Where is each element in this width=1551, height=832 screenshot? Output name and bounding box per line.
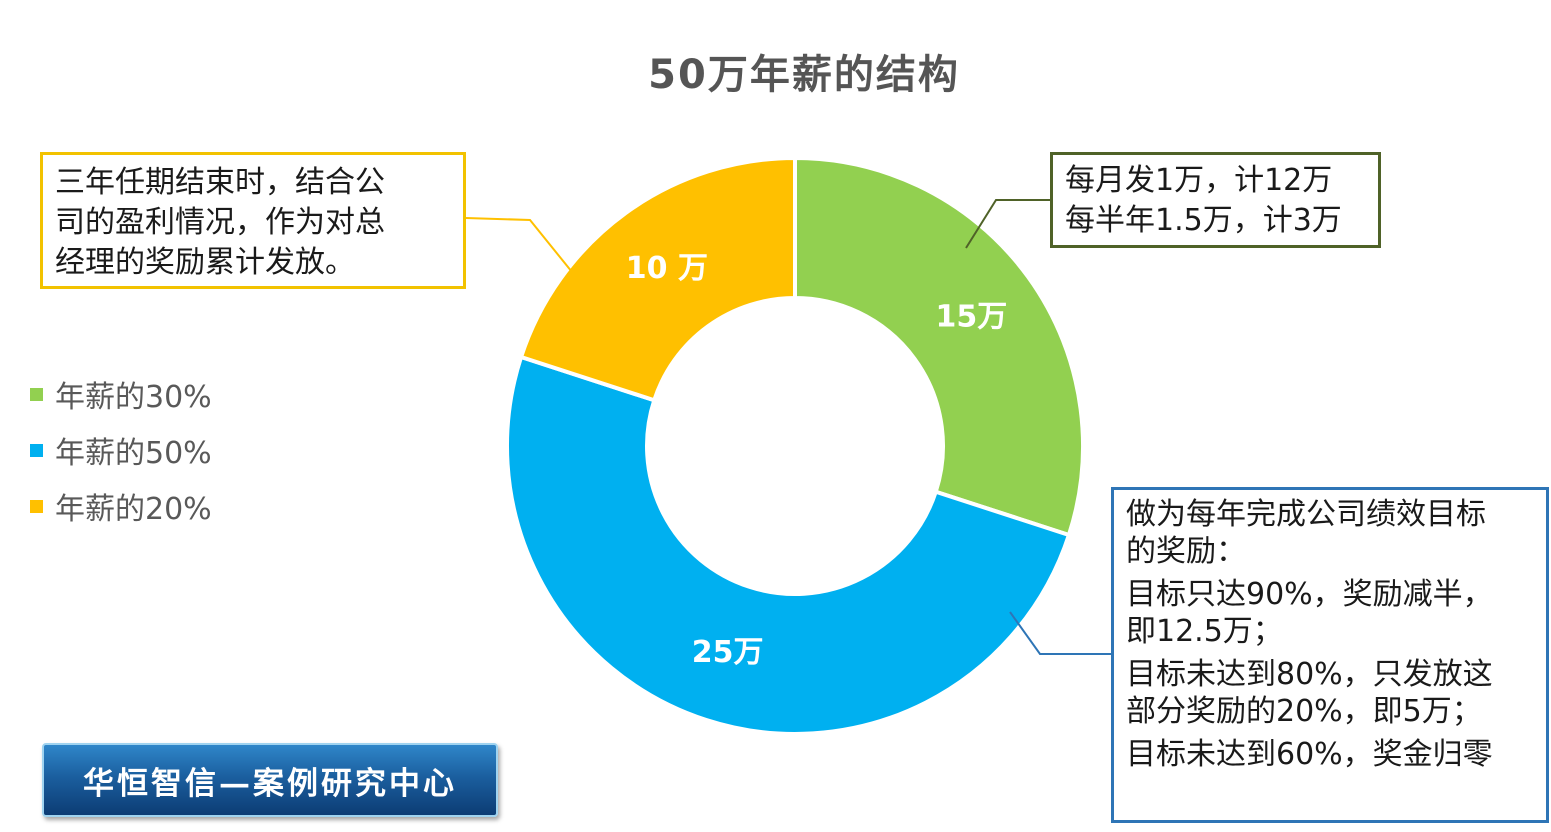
legend-item: 年薪的20% <box>30 478 212 534</box>
chart-legend: 年薪的30% 年薪的50% 年薪的20% <box>30 366 212 534</box>
callout-paragraph: 目标只达90%，奖励减半， 即12.5万； <box>1126 576 1534 650</box>
callout-left: 三年任期结束时，结合公 司的盈利情况，作为对总 经理的奖励累计发放。 <box>40 152 466 289</box>
leader-line-green <box>965 199 1050 249</box>
callout-paragraph: 目标未达到60%，奖金归零 <box>1126 736 1534 773</box>
legend-swatch <box>30 499 43 513</box>
callout-line: 每半年1.5万，计3万 <box>1065 203 1342 238</box>
callout-line: 每月发1万，计12万 <box>1065 163 1333 198</box>
callout-line: 目标只达90%，奖励减半， <box>1126 577 1493 612</box>
legend-swatch <box>30 387 43 401</box>
legend-item: 年薪的50% <box>30 422 212 478</box>
legend-label: 年薪的30% <box>55 380 212 415</box>
chart-title: 50万年薪的结构 <box>648 52 960 98</box>
slice-data-label: 25万 <box>692 635 764 670</box>
callout-line: 三年任期结束时，结合公 <box>55 165 385 200</box>
callout-line: 目标未达到80%，只发放这 <box>1126 657 1493 692</box>
slice-blue <box>507 357 1069 734</box>
callout-line: 经理的奖励累计发放。 <box>55 245 355 280</box>
slice-gold <box>518 155 797 403</box>
legend-label: 年薪的50% <box>55 436 212 471</box>
callout-line: 部分奖励的20%，即5万； <box>1126 694 1482 729</box>
legend-swatch <box>30 443 43 457</box>
callout-line: 的奖励： <box>1126 534 1246 569</box>
brand-banner: 华恒智信—案例研究中心 <box>42 743 498 817</box>
slice-data-label: 15万 <box>935 299 1007 334</box>
callout-line: 目标未达到60%，奖金归零 <box>1126 737 1493 772</box>
callout-line: 做为每年完成公司绩效目标 <box>1126 497 1486 532</box>
legend-item: 年薪的30% <box>30 366 212 422</box>
callout-top-right: 每月发1万，计12万 每半年1.5万，计3万 <box>1050 152 1381 248</box>
leader-line-blue <box>1009 611 1111 655</box>
legend-label: 年薪的20% <box>55 492 212 527</box>
callout-line: 司的盈利情况，作为对总 <box>55 205 385 240</box>
callout-line: 即12.5万； <box>1126 614 1283 649</box>
callout-bottom-right: 做为每年完成公司绩效目标 的奖励： 目标只达90%，奖励减半， 即12.5万； … <box>1111 487 1549 823</box>
callout-paragraph: 目标未达到80%，只发放这 部分奖励的20%，即5万； <box>1126 656 1534 730</box>
slice-green <box>793 155 1085 538</box>
leader-line-gold <box>465 217 573 273</box>
callout-paragraph: 做为每年完成公司绩效目标 的奖励： <box>1126 496 1534 570</box>
slice-data-label: 10 万 <box>626 251 708 286</box>
